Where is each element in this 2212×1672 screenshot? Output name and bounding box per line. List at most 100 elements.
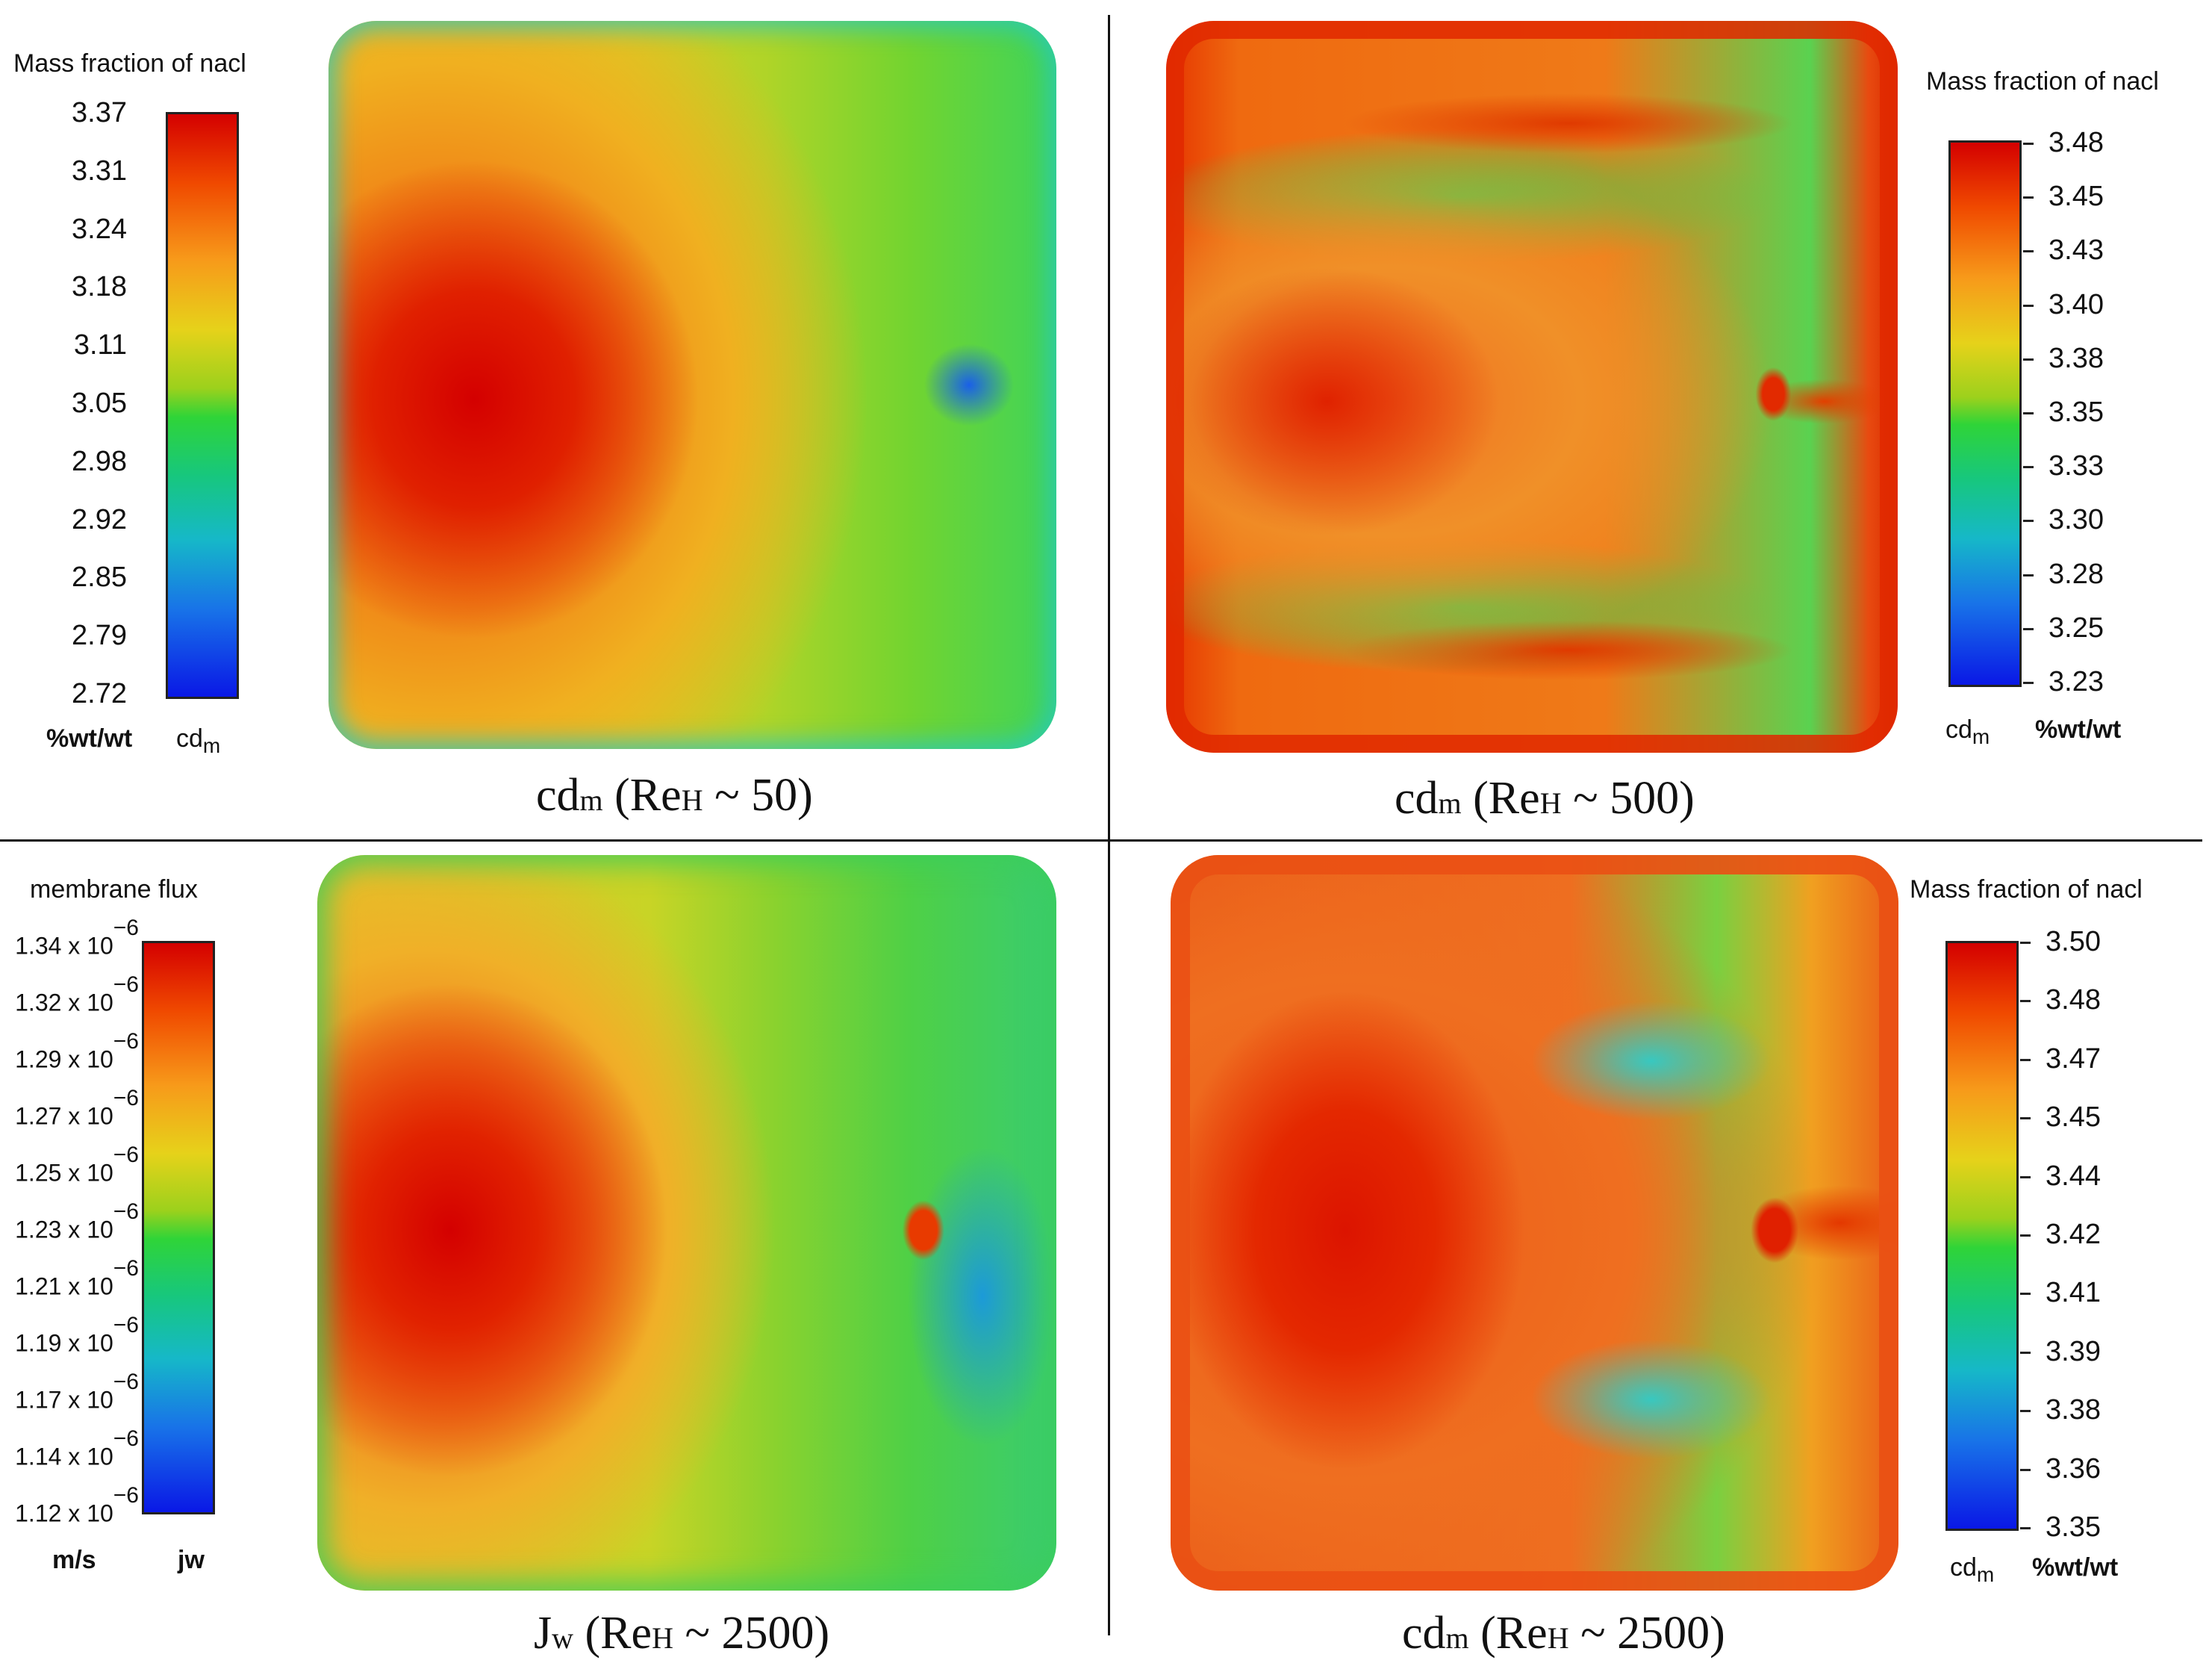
tick-label: 3.23 (2049, 666, 2104, 697)
tick-label: 2.92 (72, 503, 127, 535)
tick-exponent: −6 (113, 972, 139, 997)
tick-mark (2023, 574, 2034, 577)
tick-label: 3.48 (2049, 127, 2104, 158)
tick-exponent: −6 (113, 1313, 139, 1337)
tick-label: 1.14 x 10−6 (15, 1426, 139, 1470)
legend-title-br: Mass fraction of nacl (1910, 875, 2143, 904)
tick-label: 3.42 (2046, 1219, 2101, 1250)
tick-mark (2023, 412, 2034, 414)
tick-label: 3.47 (2046, 1042, 2101, 1075)
tick-label: 1.19 x 10−6 (15, 1313, 139, 1357)
vertical-divider (1108, 15, 1110, 1635)
contour-plot-bl (317, 855, 1056, 1591)
tick-label: 1.27 x 10−6 (15, 1086, 139, 1130)
tick-label: 2.72 (72, 678, 127, 709)
tick-mark (2020, 1175, 2031, 1178)
caption-br: cdm (ReH ~ 2500) (1402, 1608, 1725, 1659)
tick-mark (2023, 466, 2034, 469)
legend-title-tl: Mass fraction of nacl (13, 49, 246, 78)
tick-mark (2020, 1410, 2031, 1413)
tick-label: 3.45 (2046, 1101, 2101, 1134)
tick-label: 2.98 (72, 445, 127, 477)
tick-label: 3.44 (2046, 1160, 2101, 1192)
tick-label: 1.25 x 10−6 (15, 1143, 139, 1187)
tick-label: 3.35 (2046, 1511, 2101, 1543)
tick-label: 2.79 (72, 620, 127, 652)
tick-label: 3.24 (72, 213, 127, 245)
contour-plot-tl (328, 21, 1056, 749)
tick-exponent: −6 (113, 1426, 139, 1451)
unit-label-br-left: cdm (1950, 1553, 1995, 1586)
tick-mark (2023, 304, 2034, 307)
tick-label: 3.41 (2046, 1277, 2101, 1309)
tick-mark (2020, 1058, 2031, 1061)
unit-label-bl-left: m/s (52, 1546, 96, 1574)
tick-label: 1.21 x 10−6 (15, 1256, 139, 1300)
tick-label: 2.85 (72, 562, 127, 594)
tick-label: 3.48 (2046, 984, 2101, 1016)
tick-label: 1.12 x 10−6 (15, 1483, 139, 1527)
tick-label: 1.34 x 10−6 (15, 916, 139, 960)
tick-label: 3.28 (2049, 558, 2104, 590)
tick-label: 1.32 x 10−6 (15, 972, 139, 1016)
tick-mark (2023, 196, 2034, 199)
tick-mark (2023, 627, 2034, 630)
tick-mark (2020, 1468, 2031, 1471)
tick-label: 3.05 (72, 388, 127, 419)
tick-label: 3.38 (2046, 1394, 2101, 1426)
tick-label: 1.17 x 10−6 (15, 1370, 139, 1414)
tick-label: 3.30 (2049, 504, 2104, 536)
tick-label: 3.31 (72, 155, 127, 187)
tick-label: 3.11 (73, 329, 127, 361)
tick-label: 3.18 (72, 271, 127, 303)
tick-label: 3.43 (2049, 234, 2104, 267)
tick-label: 1.29 x 10−6 (15, 1029, 139, 1073)
tick-exponent: −6 (113, 916, 139, 940)
caption-bl: Jw (ReH ~ 2500) (534, 1608, 830, 1659)
tick-label: 3.35 (2049, 397, 2104, 428)
tick-exponent: −6 (113, 1256, 139, 1281)
horizontal-divider (0, 839, 2202, 842)
tick-label: 3.38 (2049, 342, 2104, 374)
tick-exponent: −6 (113, 1370, 139, 1394)
legend-title-bl: membrane flux (30, 875, 198, 904)
tick-label: 3.37 (72, 97, 127, 128)
tick-mark (2023, 682, 2034, 684)
tick-mark (2020, 1527, 2031, 1529)
tick-exponent: −6 (113, 1086, 139, 1110)
unit-label-tl-right: cdm (176, 724, 221, 757)
tick-mark (2020, 1000, 2031, 1003)
tick-exponent: −6 (113, 1483, 139, 1508)
caption-tr: cdm (ReH ~ 500) (1395, 773, 1695, 824)
tick-label: 3.50 (2046, 926, 2101, 957)
tick-mark (2023, 520, 2034, 523)
colorbar-tl (166, 112, 239, 699)
unit-label-tr-right: %wt/wt (2035, 715, 2122, 744)
tick-mark (2020, 1234, 2031, 1237)
tick-mark (2020, 1117, 2031, 1120)
legend-title-tr: Mass fraction of nacl (1926, 67, 2159, 96)
tick-label: 3.33 (2049, 450, 2104, 482)
tick-mark (2020, 1351, 2031, 1354)
tick-exponent: −6 (113, 1029, 139, 1054)
tick-mark (2020, 942, 2031, 944)
tick-exponent: −6 (113, 1143, 139, 1167)
colorbar-tr (1948, 140, 2022, 687)
colorbar-br (1945, 941, 2019, 1531)
colorbar-bl (142, 941, 215, 1514)
caption-tl: cdm (ReH ~ 50) (536, 770, 813, 821)
tick-label: 3.36 (2046, 1452, 2101, 1485)
tick-label: 3.25 (2049, 612, 2104, 644)
unit-label-tl-left: %wt/wt (46, 724, 133, 753)
tick-mark (2023, 143, 2034, 145)
unit-label-tr-left: cdm (1945, 715, 1990, 748)
tick-label: 3.45 (2049, 181, 2104, 213)
contour-plot-br (1171, 855, 1898, 1591)
tick-label: 3.39 (2046, 1335, 2101, 1367)
unit-label-br-right: %wt/wt (2032, 1553, 2119, 1582)
tick-mark (2020, 1293, 2031, 1296)
contour-plot-tr (1166, 21, 1898, 753)
tick-exponent: −6 (113, 1199, 139, 1224)
tick-mark (2023, 358, 2034, 361)
tick-label: 1.23 x 10−6 (15, 1199, 139, 1243)
